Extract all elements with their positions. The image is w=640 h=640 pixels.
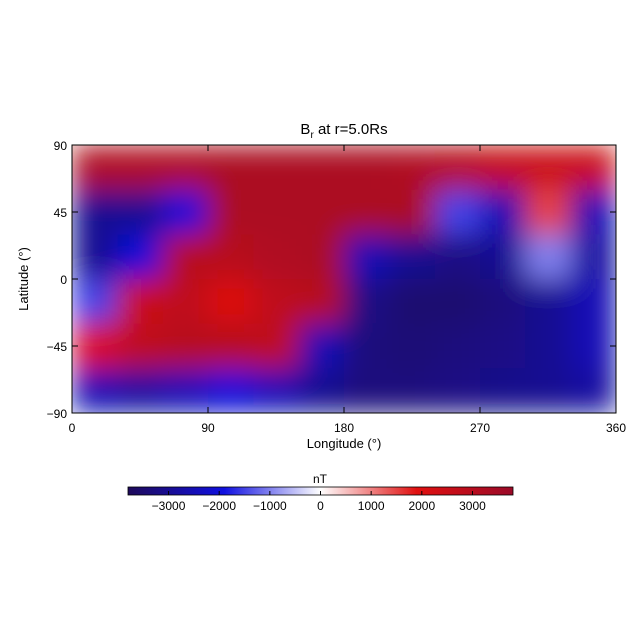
- heat-cell: [570, 323, 616, 369]
- y-tick-label: 45: [54, 206, 68, 220]
- title-main: B: [300, 121, 310, 138]
- heat-cell: [253, 189, 300, 235]
- heat-cell: [344, 279, 390, 325]
- heat-cell: [162, 145, 209, 191]
- heat-cell: [480, 279, 526, 325]
- title-sub: r: [310, 130, 314, 141]
- y-tick-label: −90: [47, 407, 68, 421]
- heat-cell: [162, 279, 209, 325]
- x-tick-label: 90: [201, 421, 215, 435]
- y-tick-label: 0: [60, 273, 67, 287]
- heat-cell: [480, 189, 526, 235]
- heat-cell: [208, 234, 254, 280]
- colorbar-tick-label: 0: [317, 499, 324, 513]
- x-axis-label: Longitude (°): [307, 436, 382, 451]
- heat-cell: [298, 189, 345, 235]
- heat-cell: [208, 368, 254, 413]
- heat-cell: [162, 323, 209, 369]
- heat-cell: [253, 323, 300, 369]
- heat-cell: [525, 145, 572, 191]
- heat-cell: [117, 323, 164, 369]
- heat-cell: [480, 145, 526, 191]
- heat-cell: [72, 189, 118, 235]
- title-rest: at r=5.0Rs: [314, 121, 388, 138]
- heat-cell: [208, 189, 254, 235]
- heat-cell: [525, 323, 572, 369]
- heat-cell: [434, 145, 481, 191]
- heat-cell: [389, 368, 436, 413]
- heat-cell: [480, 368, 526, 413]
- heat-cell: [344, 368, 390, 413]
- heat-cell: [117, 189, 164, 235]
- heat-cell: [525, 279, 572, 325]
- heat-cell: [162, 368, 209, 413]
- heat-cell: [298, 145, 345, 191]
- y-tick-label: −45: [47, 340, 68, 354]
- chart-title: Br at r=5.0Rs: [300, 121, 387, 141]
- heat-cell: [344, 189, 390, 235]
- heat-cell: [72, 145, 118, 191]
- heat-cell: [253, 368, 300, 413]
- heat-cell: [389, 189, 436, 235]
- heat-cell: [208, 323, 254, 369]
- heat-cell: [570, 279, 616, 325]
- heat-cell: [253, 234, 300, 280]
- colorbar-tick-label: −1000: [253, 499, 287, 513]
- heat-cell: [480, 323, 526, 369]
- heat-cell: [525, 234, 572, 280]
- heat-cell: [434, 368, 481, 413]
- heat-cell: [434, 279, 481, 325]
- x-tick-label: 0: [69, 421, 76, 435]
- heat-cell: [344, 234, 390, 280]
- heat-cell: [389, 323, 436, 369]
- heat-cell: [208, 279, 254, 325]
- x-tick-label: 270: [470, 421, 490, 435]
- colorbar-tick-label: 3000: [459, 499, 486, 513]
- x-tick-label: 360: [606, 421, 626, 435]
- heat-cell: [434, 323, 481, 369]
- heatmap-field: [72, 145, 616, 413]
- y-axis-label: Latitude (°): [16, 247, 31, 311]
- heat-cell: [344, 145, 390, 191]
- heat-cell: [389, 234, 436, 280]
- colorbar-tick-label: −2000: [202, 499, 236, 513]
- colorbar-tick-label: −3000: [152, 499, 186, 513]
- colorbar-tick-label: 1000: [358, 499, 385, 513]
- heat-cell: [570, 145, 616, 191]
- heat-cell: [72, 234, 118, 280]
- heat-cell: [298, 279, 345, 325]
- heat-cell: [298, 323, 345, 369]
- heat-cell: [298, 234, 345, 280]
- heat-cell: [344, 323, 390, 369]
- heat-cell: [72, 279, 118, 325]
- heat-cell: [162, 234, 209, 280]
- heat-cell: [570, 234, 616, 280]
- heat-cell: [253, 145, 300, 191]
- heat-cell: [525, 189, 572, 235]
- heat-cell: [72, 368, 118, 413]
- heat-cell: [162, 189, 209, 235]
- heat-cell: [389, 279, 436, 325]
- heat-cell: [117, 279, 164, 325]
- heat-cell: [434, 234, 481, 280]
- heat-cell: [117, 234, 164, 280]
- heatmap: [72, 145, 616, 413]
- heat-cell: [525, 368, 572, 413]
- heat-cell: [389, 145, 436, 191]
- colorbar-tick-label: 2000: [408, 499, 435, 513]
- heat-cell: [72, 323, 118, 369]
- heat-cell: [570, 368, 616, 413]
- y-tick-label: 90: [54, 139, 68, 153]
- heat-cell: [208, 145, 254, 191]
- heat-cell: [253, 279, 300, 325]
- colorbar-label: nT: [313, 472, 328, 486]
- heat-cell: [117, 145, 164, 191]
- heat-cell: [434, 189, 481, 235]
- heat-cell: [480, 234, 526, 280]
- x-tick-label: 180: [334, 421, 354, 435]
- heat-cell: [570, 189, 616, 235]
- heat-cell: [298, 368, 345, 413]
- heat-cell: [117, 368, 164, 413]
